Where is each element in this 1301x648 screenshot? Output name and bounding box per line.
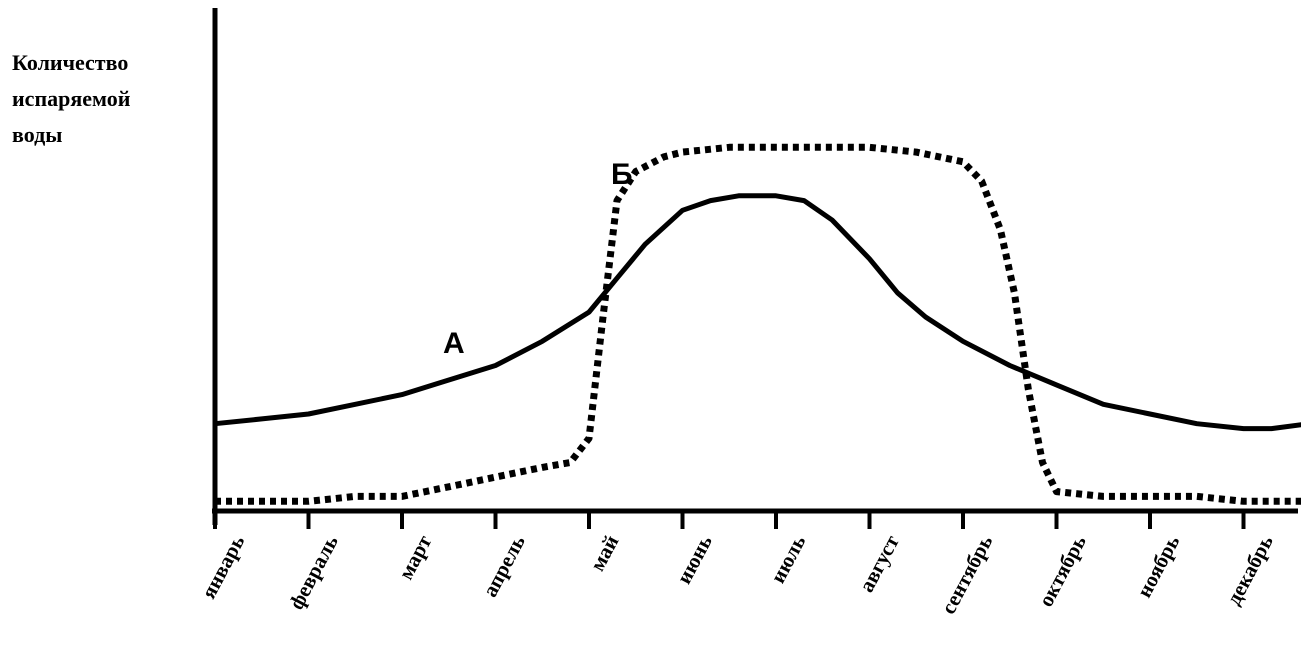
- y-axis-label: Количество испаряемой воды: [12, 50, 131, 147]
- x-tick-label: июль: [766, 531, 811, 587]
- x-tick-label: октябрь: [1033, 531, 1090, 611]
- x-tick-label: март: [393, 530, 436, 583]
- x-tick-label: сентябрь: [936, 531, 997, 618]
- x-tick-label: август: [854, 530, 904, 596]
- x-axis-ticks: [215, 511, 1244, 529]
- x-tick-label: ноябрь: [1132, 531, 1185, 601]
- x-tick-label: июнь: [672, 531, 717, 588]
- x-tick-label: декабрь: [1221, 531, 1278, 609]
- y-axis-label-line-1: Количество: [12, 50, 128, 75]
- series-label-a: А: [443, 327, 465, 360]
- x-tick-label: январь: [196, 531, 249, 602]
- series-line-a: [215, 196, 1301, 429]
- x-tick-label: апрель: [478, 531, 530, 601]
- series-line-b: [215, 147, 1301, 501]
- series-lines: [215, 147, 1301, 501]
- series-label-b: Б: [611, 158, 633, 191]
- y-axis-label-line-2: испаряемой: [12, 86, 131, 111]
- x-tick-label: май: [585, 531, 623, 575]
- x-tick-label: февраль: [284, 531, 343, 613]
- y-axis-label-line-3: воды: [12, 122, 62, 147]
- x-axis-tick-labels: январь февраль март апрель май июнь июль август…: [196, 530, 1278, 618]
